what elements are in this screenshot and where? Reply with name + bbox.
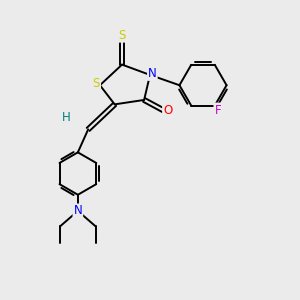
Text: S: S <box>93 77 100 90</box>
Text: S: S <box>118 29 126 42</box>
Text: N: N <box>148 67 157 80</box>
Text: N: N <box>74 204 82 218</box>
Text: F: F <box>214 103 221 116</box>
Text: H: H <box>62 111 70 124</box>
Text: O: O <box>163 104 172 117</box>
